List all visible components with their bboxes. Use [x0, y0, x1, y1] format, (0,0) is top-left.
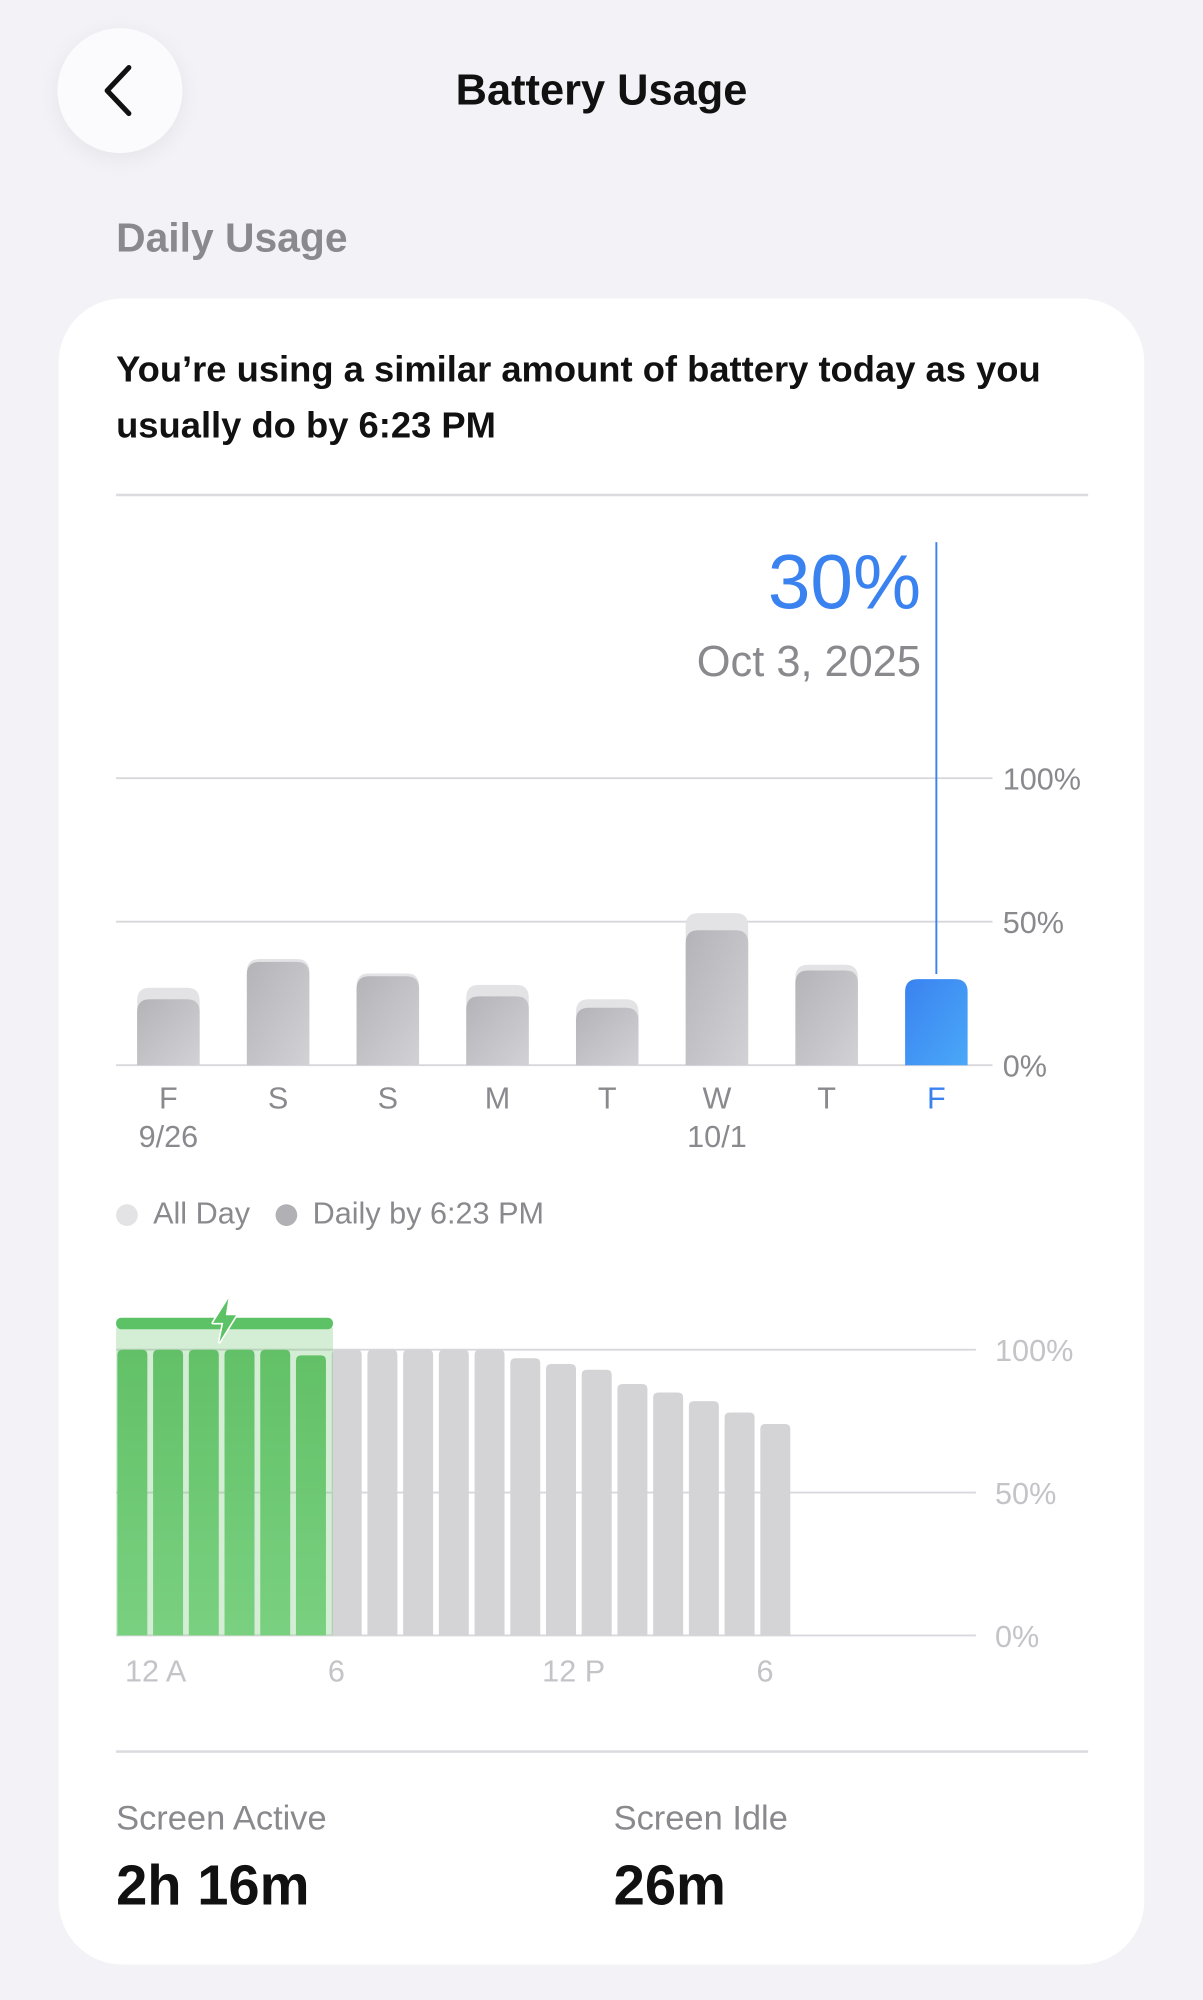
bar-charging: [224, 1349, 255, 1636]
x-tick-label: 12 P: [542, 1654, 605, 1688]
x-tick-label: F: [159, 1082, 178, 1116]
bar-charging: [153, 1349, 184, 1636]
x-tick-sublabel: 10/1: [687, 1120, 747, 1154]
usage-headline: You’re using a similar amount of battery…: [116, 349, 1041, 447]
daily-usage-chart[interactable]: 0% 50% 100% F 9/26 S S M T W 10/1 T F: [0, 0, 1203, 1276]
bar-daily: [466, 996, 529, 1066]
chart-legend: All Day Daily by 6:23 PM: [116, 1197, 544, 1233]
chevron-left-icon: [104, 65, 132, 117]
divider: [116, 493, 1089, 496]
bar-charging: [188, 1349, 219, 1636]
x-tick-label: T: [817, 1082, 836, 1116]
x-tick-label: W: [702, 1082, 731, 1116]
y-tick-label: 100%: [1003, 763, 1081, 797]
bar-hour: [760, 1423, 791, 1636]
bar-hour: [438, 1349, 469, 1636]
bar-daily: [356, 976, 420, 1066]
x-tick-label: 6: [328, 1654, 345, 1688]
y-tick-label: 0%: [1003, 1050, 1047, 1084]
bar-hour: [617, 1383, 648, 1636]
bar-hour: [545, 1363, 576, 1636]
bar-hour: [367, 1349, 398, 1636]
bar-hour: [403, 1349, 434, 1636]
bar-hour: [653, 1392, 684, 1636]
x-tick-label: S: [378, 1082, 398, 1116]
bar-charging: [117, 1349, 148, 1636]
x-tick-label: 12 A: [125, 1654, 187, 1688]
section-title: Daily Usage: [116, 214, 348, 261]
y-tick-label: 100%: [995, 1334, 1073, 1368]
bar-hour: [724, 1412, 755, 1636]
bar-hour: [331, 1349, 362, 1636]
x-tick-label: 6: [756, 1654, 773, 1688]
daily-usage-card: [58, 298, 1145, 1965]
bar-charging: [260, 1349, 291, 1636]
stat-label: Screen Active: [116, 1798, 327, 1838]
x-tick-sublabel: 9/26: [139, 1120, 199, 1154]
page-title: Battery Usage: [455, 66, 748, 115]
bar-daily: [137, 999, 200, 1066]
bar-hour: [581, 1369, 612, 1636]
charging-band: [116, 1328, 333, 1636]
legend-label: Daily by 6:23 PM: [312, 1196, 545, 1232]
bar-daily: [795, 970, 858, 1066]
stat-label: Screen Idle: [613, 1798, 788, 1838]
x-tick-label: S: [268, 1082, 288, 1116]
charging-bolt-icon: [211, 1297, 238, 1344]
selected-date: Oct 3, 2025: [696, 637, 922, 687]
back-button[interactable]: [57, 28, 183, 154]
x-tick-label: M: [485, 1082, 510, 1116]
stat-value: 26m: [613, 1854, 726, 1918]
bar-daily: [685, 930, 749, 1066]
bar-daily: [246, 961, 310, 1066]
stat-value: 2h 16m: [116, 1854, 310, 1918]
selected-value: 30%: [767, 539, 922, 626]
x-tick-label: T: [598, 1082, 617, 1116]
legend-label: All Day: [153, 1196, 251, 1232]
bar-hour: [688, 1401, 719, 1636]
y-tick-label: 0%: [995, 1620, 1039, 1654]
bar-hour: [474, 1349, 505, 1636]
bar-hour: [510, 1358, 541, 1636]
y-tick-label: 50%: [1003, 906, 1064, 940]
bar-selected: [905, 979, 968, 1066]
divider: [116, 1750, 1089, 1753]
y-tick-label: 50%: [995, 1477, 1056, 1511]
bar-daily: [575, 1007, 639, 1066]
legend-swatch-all-day: [116, 1203, 138, 1226]
x-tick-label: F: [927, 1082, 946, 1116]
bar-charging: [295, 1355, 326, 1636]
legend-swatch-daily: [275, 1203, 298, 1226]
